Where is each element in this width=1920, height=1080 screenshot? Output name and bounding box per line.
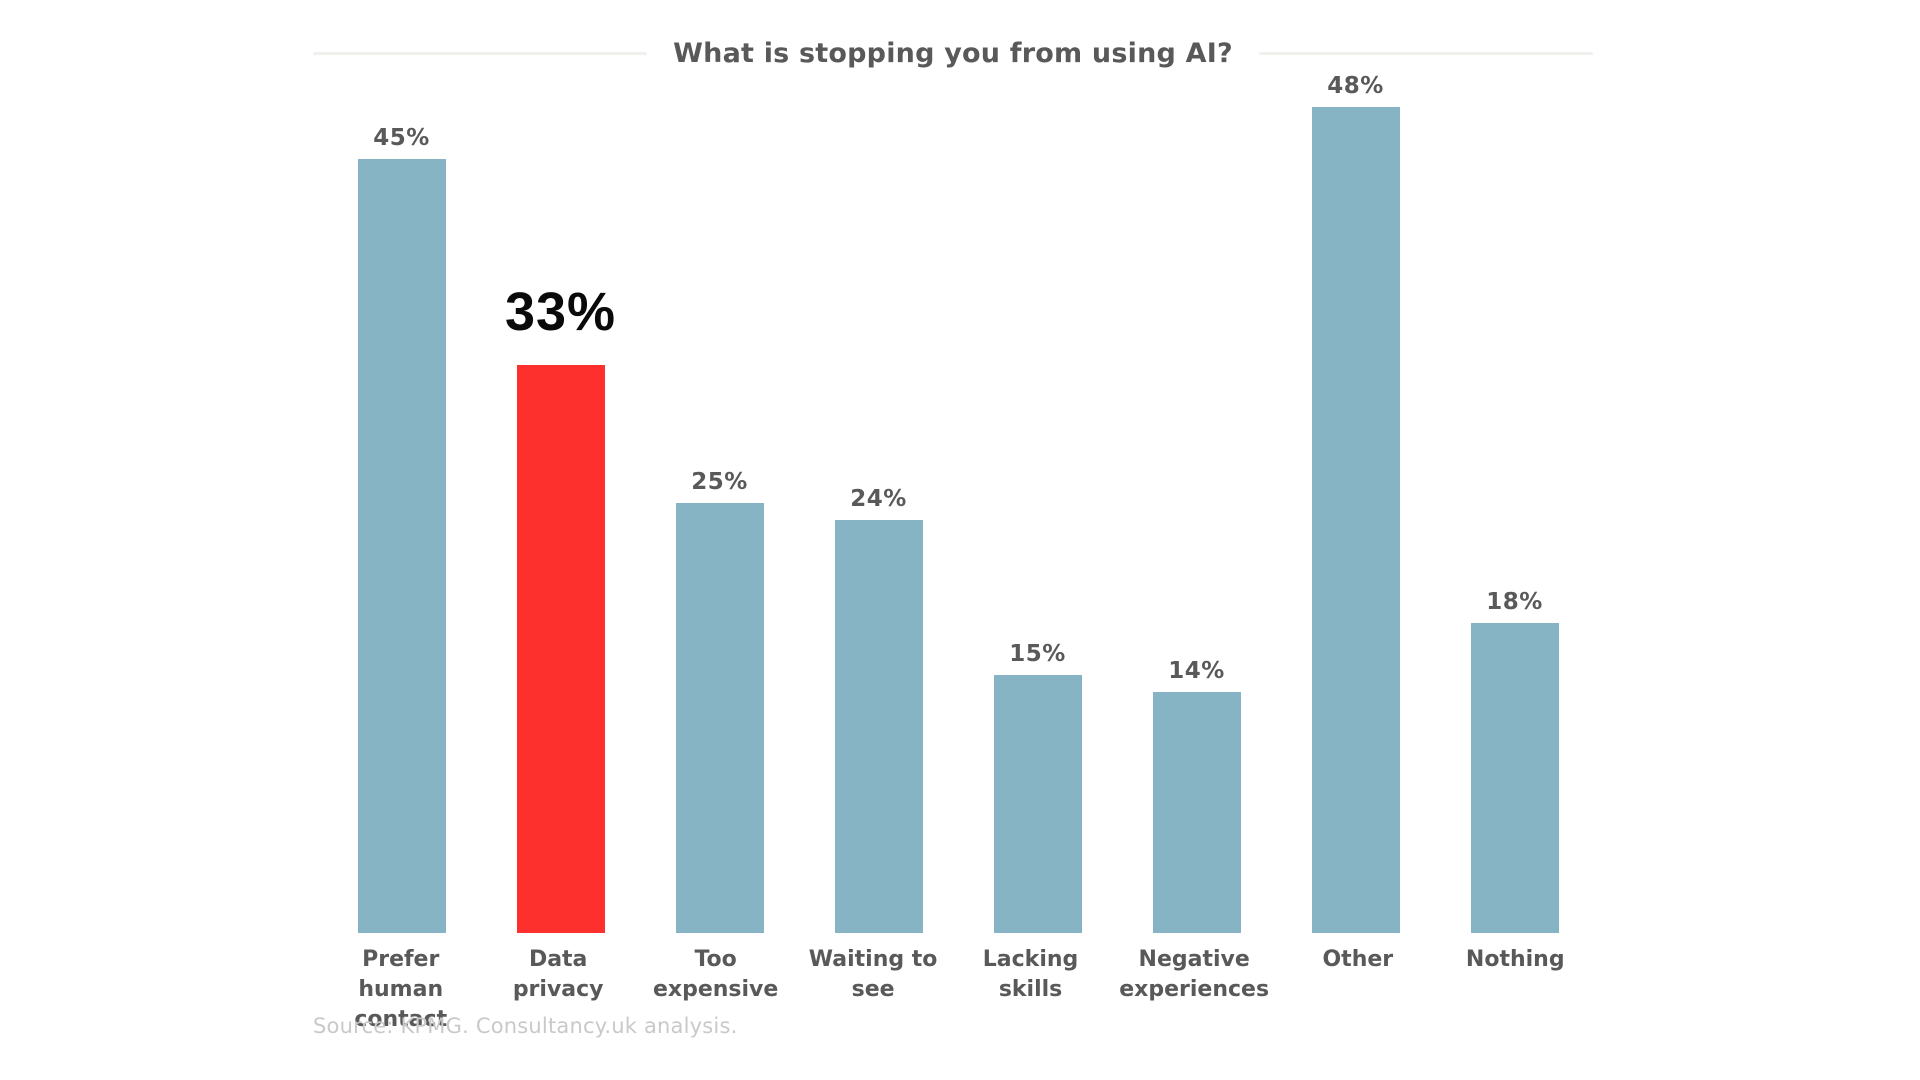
title-left-divider: [313, 52, 648, 55]
bar-nothing: [1470, 623, 1559, 933]
bar-group-waiting-to-see: 24%: [799, 486, 958, 933]
bar-value-label: 48%: [1327, 73, 1384, 100]
x-axis-label-prefer-human-contact: Prefer human contact: [354, 947, 448, 1032]
x-axis-label-negative-experiences: Negative experiences: [1119, 947, 1270, 1002]
title-row: What is stopping you from using AI?: [313, 38, 1593, 69]
bar-value-label: 18%: [1486, 589, 1543, 616]
bar-group-lacking-skills: 15%: [958, 641, 1117, 933]
x-axis-label-nothing: Nothing: [1465, 947, 1565, 972]
bar-negative-experiences: [1152, 692, 1241, 933]
x-axis-label-too-expensive: Too expensive: [652, 947, 779, 1002]
bar-group-data-privacy: 33%: [481, 281, 640, 933]
chart-title: What is stopping you from using AI?: [673, 38, 1233, 69]
x-axis-label-lacking-skills: Lacking skills: [982, 947, 1079, 1002]
bar-value-label: 14%: [1168, 658, 1225, 685]
x-axis-label-data-privacy: Data privacy: [512, 947, 604, 1002]
bar-group-negative-experiences: 14%: [1117, 658, 1276, 933]
bar-prefer-human-contact: [357, 159, 446, 933]
plot-area: 45% 33% 25% 24% 15% 14% 48% 18%: [322, 0, 1594, 933]
bar-lacking-skills: [993, 675, 1082, 933]
bar-waiting-to-see: [834, 520, 923, 933]
x-axis-label-waiting-to-see: Waiting to see: [808, 947, 938, 1002]
x-axis-label-other: Other: [1322, 947, 1394, 972]
bar-data-privacy-highlighted: [516, 365, 605, 933]
x-axis-labels: Prefer human contact Data privacy Too ex…: [322, 945, 1594, 1035]
bar-value-label-highlighted: 33%: [504, 282, 617, 343]
title-right-divider: [1258, 52, 1593, 55]
bar-group-too-expensive: 25%: [640, 469, 799, 933]
bar-group-other: 48%: [1276, 73, 1435, 933]
bar-value-label: 45%: [373, 125, 430, 151]
bar-other: [1311, 107, 1400, 933]
bar-group-nothing: 18%: [1435, 589, 1594, 933]
bar-too-expensive: [675, 503, 764, 933]
bar-value-label: 24%: [850, 486, 907, 513]
bar-value-label: 25%: [691, 469, 748, 495]
source-note: Source: KPMG. Consultancy.uk analysis.: [313, 1014, 738, 1038]
bar-group-prefer-human-contact: 45%: [322, 125, 481, 933]
bar-value-label: 15%: [1009, 641, 1066, 667]
